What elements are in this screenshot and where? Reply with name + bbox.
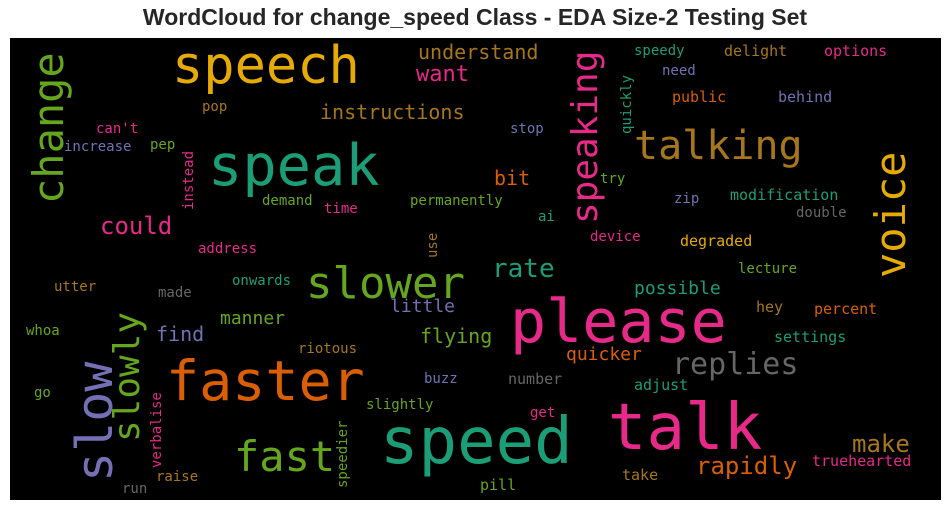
word-double: double <box>796 205 847 221</box>
word-speed: speed <box>380 405 573 479</box>
word-whoa: whoa <box>26 323 60 339</box>
word-manner: manner <box>220 308 286 329</box>
word-speaking: speaking <box>565 50 606 224</box>
word-demand: demand <box>262 193 313 209</box>
word-could: could <box>100 212 173 240</box>
word-need: need <box>662 63 696 79</box>
word-delight: delight <box>724 42 788 60</box>
word-use: use <box>425 232 441 258</box>
word-speech: speech <box>172 38 360 96</box>
wordcloud-title: WordCloud for change_speed Class - EDA S… <box>142 4 808 30</box>
word-modification: modification <box>730 186 839 204</box>
word-stop: stop <box>510 121 544 137</box>
word-flying: flying <box>420 324 493 348</box>
word-go: go <box>34 385 51 401</box>
word-little: little <box>390 296 456 317</box>
word-bit: bit <box>494 166 531 190</box>
word-riotous: riotous <box>298 341 358 357</box>
word-options: options <box>824 42 888 60</box>
word-cant: can't <box>96 121 139 137</box>
word-number: number <box>508 370 563 388</box>
word-quickly: quickly <box>619 74 635 134</box>
word-hey: hey <box>756 298 784 316</box>
word-slower: slower <box>306 258 465 309</box>
word-made: made <box>158 285 192 301</box>
word-possible: possible <box>634 278 721 299</box>
word-public: public <box>672 88 727 106</box>
word-address: address <box>198 241 258 257</box>
word-please: please <box>510 287 727 357</box>
word-instead: instead <box>181 150 197 210</box>
word-behind: behind <box>778 88 833 106</box>
word-run: run <box>122 481 148 497</box>
word-buzz: buzz <box>424 371 458 387</box>
word-talking: talking <box>634 123 803 169</box>
word-want: want <box>416 62 469 87</box>
word-utter: utter <box>54 279 97 295</box>
word-understand: understand <box>418 40 539 64</box>
word-device: device <box>590 229 641 245</box>
word-change: change <box>24 52 73 204</box>
word-take: take <box>622 466 659 484</box>
word-find: find <box>156 322 205 346</box>
word-zip: zip <box>674 191 700 207</box>
word-adjust: adjust <box>634 376 689 394</box>
word-onwards: onwards <box>232 273 292 289</box>
word-make: make <box>852 430 910 458</box>
word-talk: talk <box>608 391 763 465</box>
word-quicker: quicker <box>566 344 642 365</box>
word-lecture: lecture <box>738 261 798 277</box>
word-try: try <box>600 171 626 187</box>
word-degraded: degraded <box>680 232 753 250</box>
word-rate: rate <box>492 254 555 284</box>
word-ai: ai <box>538 209 555 225</box>
word-verbalise: verbalise <box>149 392 165 468</box>
word-fast: fast <box>234 432 336 481</box>
word-rapidly: rapidly <box>696 452 798 480</box>
word-speedy: speedy <box>634 43 685 59</box>
word-pep: pep <box>150 137 176 153</box>
word-slightly: slightly <box>366 397 434 413</box>
word-voice: voice <box>866 151 915 278</box>
word-raise: raise <box>156 469 199 485</box>
word-speedier: speedier <box>335 420 351 488</box>
word-get: get <box>530 405 556 421</box>
wordcloud-panel: speech speak change speaking talking voi… <box>10 38 941 500</box>
word-settings: settings <box>774 328 847 346</box>
word-faster: faster <box>166 349 365 413</box>
word-increase: increase <box>64 139 132 155</box>
word-slowly: slowly <box>107 311 148 442</box>
word-instructions: instructions <box>320 100 465 124</box>
word-permanently: permanently <box>410 193 503 209</box>
word-truehearted: truehearted <box>812 452 912 470</box>
word-time: time <box>324 201 358 217</box>
word-percent: percent <box>814 300 878 318</box>
word-speak: speak <box>208 133 380 199</box>
word-replies: replies <box>672 347 799 382</box>
word-pill: pill <box>480 476 517 494</box>
word-pop: pop <box>202 99 228 115</box>
